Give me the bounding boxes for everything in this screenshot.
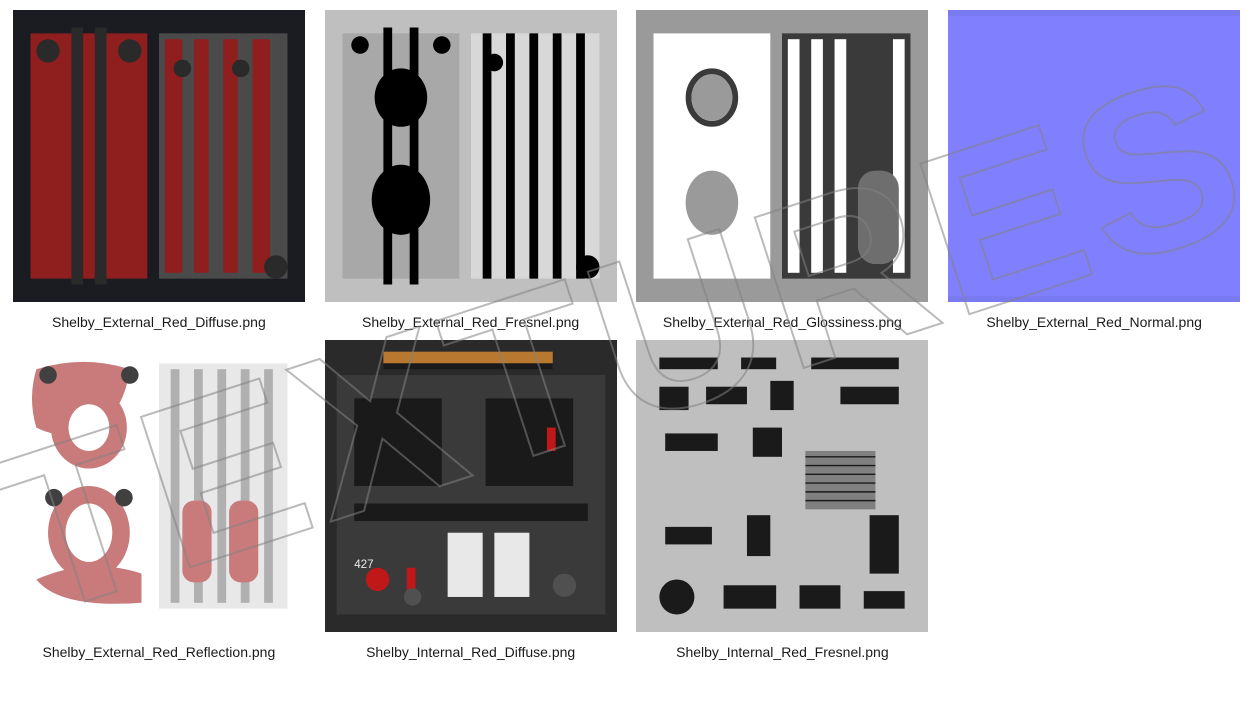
- texture-cell[interactable]: Shelby_External_Red_Normal.png: [947, 10, 1241, 330]
- thumbnail-ext-normal: [948, 10, 1240, 302]
- svg-text:427: 427: [354, 558, 373, 571]
- thumbnail-caption: Shelby_External_Red_Fresnel.png: [362, 314, 579, 330]
- thumbnail-int-diffuse: 427: [325, 340, 617, 632]
- thumbnail-caption: Shelby_Internal_Red_Fresnel.png: [676, 644, 888, 660]
- texture-cell[interactable]: Shelby_External_Red_Diffuse.png: [12, 10, 306, 330]
- texture-grid: Shelby_External_Red_Diffuse.png: [0, 0, 1253, 670]
- texture-cell[interactable]: Shelby_External_Red_Fresnel.png: [324, 10, 618, 330]
- thumbnail-ext-reflection: [13, 340, 305, 632]
- thumbnail-caption: Shelby_Internal_Red_Diffuse.png: [366, 644, 575, 660]
- thumbnail-caption: Shelby_External_Red_Normal.png: [986, 314, 1202, 330]
- thumbnail-int-fresnel: [636, 340, 928, 632]
- texture-cell[interactable]: Shelby_Internal_Red_Fresnel.png: [636, 340, 930, 660]
- thumbnail-ext-fresnel: [325, 10, 617, 302]
- thumbnail-caption: Shelby_External_Red_Glossiness.png: [663, 314, 902, 330]
- thumbnail-ext-diffuse: [13, 10, 305, 302]
- thumbnail-caption: Shelby_External_Red_Reflection.png: [43, 644, 276, 660]
- thumbnail-ext-gloss: [636, 10, 928, 302]
- empty-cell: [947, 340, 1241, 660]
- texture-cell[interactable]: Shelby_External_Red_Reflection.png: [12, 340, 306, 660]
- thumbnail-caption: Shelby_External_Red_Diffuse.png: [52, 314, 266, 330]
- texture-cell[interactable]: Shelby_External_Red_Glossiness.png: [636, 10, 930, 330]
- texture-cell[interactable]: 427 Shelby_Internal_Red_Diffuse.png: [324, 340, 618, 660]
